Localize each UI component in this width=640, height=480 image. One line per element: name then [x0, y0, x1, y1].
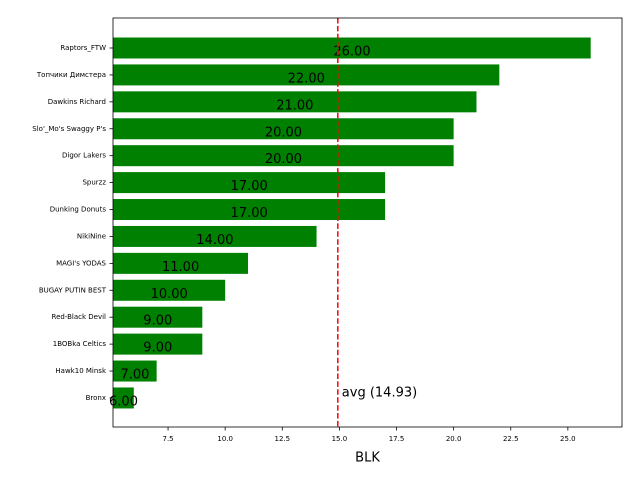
y-tick-label: Raptors_FTW: [60, 44, 106, 52]
x-axis-label: BLK: [355, 451, 380, 466]
value-label: 20.00: [265, 152, 302, 167]
average-annotation: avg (14.93): [342, 386, 417, 401]
value-label: 20.00: [265, 125, 302, 140]
bar: [113, 172, 386, 194]
bar: [113, 387, 134, 409]
bar: [113, 252, 249, 274]
y-tick-label: Red-Black Devil: [52, 313, 107, 321]
x-tick-label: 12.5: [274, 435, 290, 443]
bar: [113, 199, 386, 221]
value-label: 7.00: [120, 368, 149, 383]
bar: [113, 360, 157, 382]
bar: [113, 333, 203, 355]
value-label: 17.00: [231, 206, 268, 221]
y-tick-label: Bronx: [86, 394, 106, 402]
x-tick-label: 20.0: [446, 435, 462, 443]
x-tick-label: 25.0: [560, 435, 576, 443]
y-tick-label: Digor Lakers: [62, 152, 106, 160]
y-tick-label: Dawkins Richard: [48, 98, 106, 106]
bar: [113, 91, 477, 113]
value-label: 21.00: [276, 98, 313, 113]
y-tick-label: Slo'_Mo's Swaggy P's: [32, 125, 106, 133]
value-label: 26.00: [333, 45, 370, 60]
value-label: 11.00: [162, 260, 199, 275]
value-label: 6.00: [109, 394, 138, 409]
y-tick-label: NikiNine: [77, 232, 106, 240]
value-label: 14.00: [196, 233, 233, 248]
y-tick-label: MAGI's YODAS: [56, 259, 106, 267]
y-tick-label: Spurzz: [82, 179, 106, 187]
bar: [113, 306, 203, 328]
x-tick-label: 17.5: [389, 435, 405, 443]
bar: [113, 64, 500, 86]
bar: [113, 225, 317, 247]
bar: [113, 37, 591, 59]
y-tick-label: BUGAY PUTIN BEST: [39, 286, 107, 294]
y-tick-label: Hawk10 Minsk: [55, 367, 107, 375]
plot-frame: [112, 17, 623, 428]
value-label: 9.00: [143, 314, 172, 329]
value-label: 22.00: [288, 71, 325, 86]
y-tick-label: 1BOBka Celtics: [53, 340, 107, 348]
bar: [113, 145, 454, 167]
x-tick-label: 22.5: [503, 435, 519, 443]
x-tick-label: 15.0: [332, 435, 348, 443]
bar: [113, 118, 454, 140]
value-label: 9.00: [143, 341, 172, 356]
x-tick-label: 10.0: [217, 435, 233, 443]
bar: [113, 279, 226, 301]
y-tick-label: Топчики Димстера: [36, 71, 106, 79]
value-label: 17.00: [231, 179, 268, 194]
value-label: 10.00: [151, 287, 188, 302]
x-tick-label: 7.5: [162, 435, 173, 443]
y-tick-label: Dunking Donuts: [50, 206, 107, 214]
